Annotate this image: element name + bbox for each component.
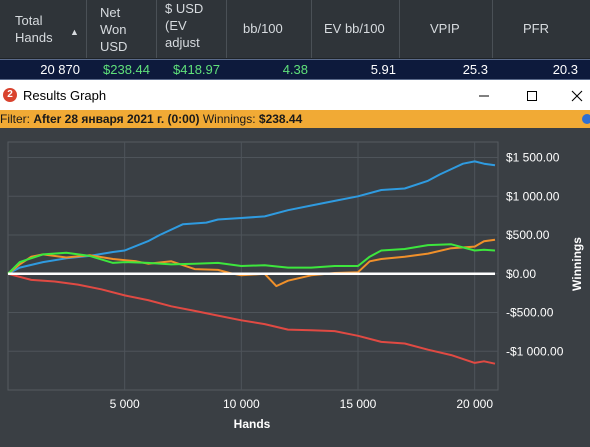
x-axis-label: Hands [234, 417, 271, 431]
stats-header: Total Hands ▲ Net Won USD $ USD (EV adju… [0, 0, 590, 59]
cell-pfr: 20.3 [552, 62, 578, 77]
header-bb100[interactable]: bb/100 [227, 0, 312, 58]
results-graph-titlebar[interactable]: 2 Results Graph [0, 80, 590, 110]
y-axis-label: Winnings [570, 237, 584, 291]
header-net-won[interactable]: Net Won USD [87, 0, 157, 58]
cell-ev-bb100: 5.91 [370, 62, 396, 77]
series-line [7, 272, 496, 365]
filter-prefix: Filter: [0, 112, 30, 126]
header-label: Total Hands [15, 13, 53, 45]
results-chart-area: 5 000 10 000 15 000 20 000 $1 500.00 $1 000.… [0, 128, 590, 442]
x-tick-label: 20 000 [456, 397, 493, 411]
y-axis-ticks: $1 500.00 $1 000.00 $500.00 $0.00 -$500.00 -$… [506, 151, 564, 359]
results-chart: 5 000 10 000 15 000 20 000 $1 500.00 $1 000.… [7, 141, 584, 431]
cell-ev-adjusted: $418.97 [173, 62, 220, 77]
window-title: Results Graph [23, 88, 107, 103]
maximize-icon [527, 91, 537, 102]
header-label: Net Won USD [100, 5, 128, 54]
chart-series [7, 160, 496, 365]
filter-bar[interactable]: Filter: After 28 января 2021 г. (0:00) W… [0, 110, 590, 128]
y-tick-label: $1 000.00 [506, 189, 560, 203]
header-pfr[interactable]: PFR [493, 0, 590, 58]
y-tick-label: -$1 000.00 [506, 344, 564, 358]
minimize-button[interactable] [461, 80, 507, 110]
y-tick-label: $0.00 [506, 267, 536, 281]
header-label: PFR [523, 21, 549, 36]
x-tick-label: 5 000 [110, 397, 140, 411]
header-label: EV bb/100 [324, 21, 385, 36]
globe-icon[interactable] [582, 114, 590, 124]
filter-text: After 28 января 2021 г. (0:00) [33, 112, 200, 126]
header-label: bb/100 [243, 21, 283, 36]
series-line [7, 160, 496, 275]
winnings-label: Winnings: [202, 112, 256, 126]
cell-total-hands: 20 870 [40, 62, 80, 77]
header-vpip[interactable]: VPIP [400, 0, 493, 58]
header-ev-adjusted[interactable]: $ USD (EV adjust [157, 0, 227, 58]
x-tick-label: 10 000 [223, 397, 260, 411]
header-label: VPIP [430, 21, 460, 36]
close-button[interactable] [554, 80, 590, 110]
y-tick-label: $1 500.00 [506, 151, 560, 165]
maximize-button[interactable] [509, 80, 555, 110]
x-tick-label: 15 000 [340, 397, 377, 411]
series-line [7, 243, 496, 275]
header-total-hands[interactable]: Total Hands ▲ [0, 0, 87, 58]
winnings-value: $238.44 [258, 112, 303, 126]
close-icon [571, 90, 583, 102]
y-tick-label: $500.00 [506, 228, 550, 242]
sort-ascending-icon[interactable]: ▲ [70, 27, 79, 37]
header-label: $ USD (EV adjust [165, 1, 204, 50]
minimize-icon [479, 95, 489, 97]
cell-bb100: 4.38 [282, 62, 308, 77]
plot-frame [7, 141, 499, 391]
header-ev-bb100[interactable]: EV bb/100 [312, 0, 400, 58]
cell-vpip: 25.3 [462, 62, 488, 77]
x-axis-ticks: 5 000 10 000 15 000 20 000 [110, 397, 494, 411]
y-tick-label: -$500.00 [506, 306, 554, 320]
stats-row[interactable]: 20 870 $238.44 $418.97 4.38 5.91 25.3 20… [0, 59, 590, 80]
cell-net-won: $238.44 [103, 62, 150, 77]
app-logo-icon: 2 [3, 88, 17, 102]
